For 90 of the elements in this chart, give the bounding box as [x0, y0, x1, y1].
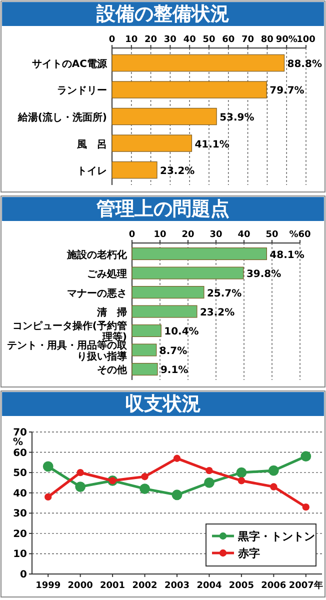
point: [75, 482, 86, 492]
x-tick-label: 30: [164, 35, 176, 45]
x-tick-label: 60: [222, 35, 235, 45]
bar: [132, 362, 158, 376]
y-tick-label: 清 掃: [96, 306, 127, 318]
y-tick-label: 50: [13, 468, 28, 480]
x-tick-label: 90%: [276, 35, 298, 45]
bar: [132, 248, 267, 260]
x-tick-label: 40: [183, 35, 196, 45]
y-tick-label: 風 呂: [76, 138, 107, 150]
x-tick-label: 2005: [228, 581, 254, 591]
data-label: 88.8%: [287, 58, 322, 70]
y-tick-label: マナーの悪さ: [67, 287, 127, 300]
legend-label: 黒字・トントン: [237, 530, 315, 543]
point: [76, 468, 84, 476]
y-tick-label: 給湯(流し・洗面所): [16, 112, 107, 124]
point: [270, 483, 278, 490]
y-tick-label: 0: [20, 570, 28, 580]
point: [204, 478, 214, 488]
y-tick-label: 30: [13, 508, 28, 520]
point: [302, 503, 310, 511]
chart-title: 収支状況: [125, 393, 201, 415]
x-tick-label: 2002: [132, 581, 158, 591]
x-tick-label: 100: [296, 35, 316, 45]
point: [268, 465, 279, 476]
point: [44, 493, 52, 501]
x-tick-label: 20: [144, 35, 158, 45]
data-label: 25.7%: [206, 288, 242, 300]
x-tick-label: 70: [242, 35, 254, 45]
data-label: 10.4%: [164, 326, 199, 338]
x-tick-label: 50: [202, 35, 216, 45]
x-tick-label: %60: [289, 230, 311, 240]
bar: [112, 161, 158, 179]
bar: [112, 81, 267, 98]
y-tick-label: ごみ処理: [87, 268, 127, 280]
point: [238, 477, 246, 484]
y-tick-label: 施設の老朽化: [66, 248, 128, 261]
y-tick-label: 40: [13, 488, 28, 500]
x-tick-label: 2004: [196, 581, 222, 591]
point: [172, 490, 182, 500]
x-tick-label: 20: [182, 230, 194, 240]
x-tick-label: 30: [210, 230, 222, 240]
chart-title: 設備の整備状況: [96, 3, 230, 25]
bar: [112, 54, 285, 72]
bar: [132, 305, 198, 318]
bar: [112, 108, 217, 126]
data-label: 8.7%: [159, 346, 188, 357]
legend-label: 赤字: [237, 547, 260, 560]
y-tick-label: 60: [13, 448, 28, 459]
x-tick-label: 2006: [261, 581, 286, 591]
y-tick-label: 20: [13, 528, 28, 540]
point: [236, 467, 247, 478]
bar: [132, 266, 244, 280]
x-tick-label: 0: [128, 230, 136, 240]
point: [42, 461, 54, 472]
data-label: 48.1%: [270, 250, 304, 261]
bar: [132, 324, 162, 338]
x-tick-label: 2001: [100, 581, 126, 591]
data-label: 23.2%: [200, 308, 235, 318]
x-tick-label: 2007年: [288, 580, 323, 591]
x-tick-label: 80: [260, 35, 274, 45]
y-tick-label: 10: [13, 549, 28, 560]
data-label: 41.1%: [194, 139, 230, 150]
point: [300, 451, 312, 462]
point: [140, 484, 150, 494]
y-axis-title: %: [12, 437, 24, 448]
bar: [132, 286, 204, 299]
y-tick-label: その他: [97, 364, 128, 376]
data-label: 23.2%: [160, 166, 195, 178]
data-label: 9.1%: [160, 365, 188, 376]
x-tick-label: 40: [238, 230, 250, 240]
x-tick-label: 10: [154, 230, 166, 240]
chart-title: 管理上の問題点: [96, 198, 230, 220]
x-tick-label: 10: [125, 35, 138, 45]
x-tick-label: 2003: [164, 581, 190, 591]
x-tick-label: 1999: [36, 581, 61, 591]
point: [206, 466, 213, 474]
bar: [132, 344, 157, 356]
x-tick-label: 50: [266, 230, 278, 240]
y-tick-label: ランドリー: [57, 86, 107, 97]
y-tick-label: 70: [13, 428, 28, 438]
point: [141, 473, 148, 480]
bar: [112, 134, 192, 152]
data-label: 53.9%: [220, 112, 254, 124]
data-label: 39.8%: [246, 269, 282, 280]
y-tick-label: トイレ: [77, 166, 107, 178]
y-tick-label: サイトのAC電源: [32, 58, 108, 70]
point: [173, 454, 181, 462]
x-tick-label: 2000: [68, 581, 93, 591]
data-label: 79.7%: [270, 86, 304, 97]
